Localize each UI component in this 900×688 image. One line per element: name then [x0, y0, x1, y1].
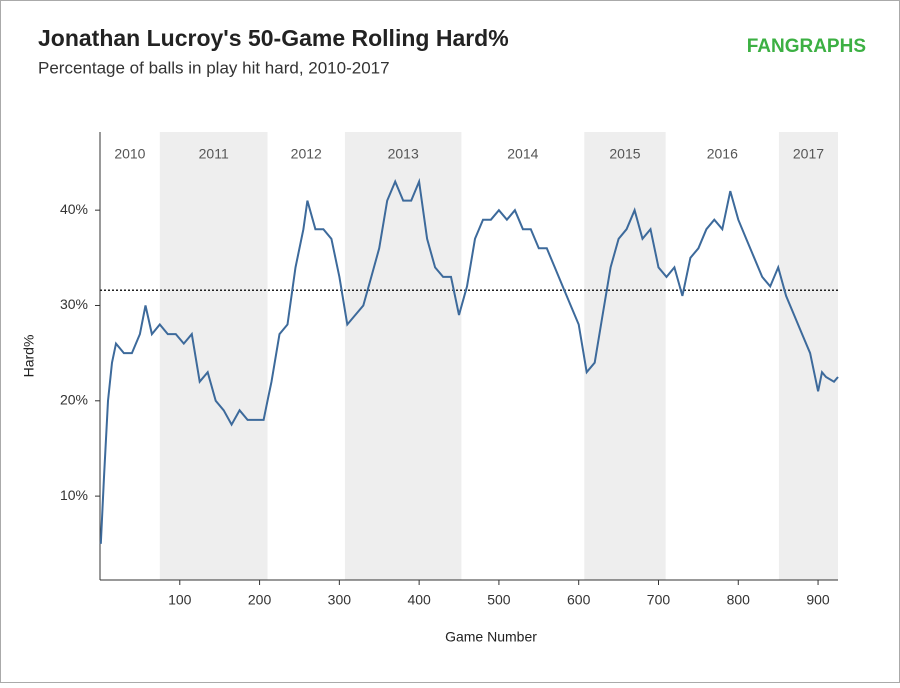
x-tick-label: 800 [727, 592, 751, 608]
x-tick-label: 200 [248, 592, 272, 608]
x-tick-label: 700 [647, 592, 671, 608]
x-tick-label: 600 [567, 592, 591, 608]
season-band [159, 132, 268, 580]
season-label: 2014 [507, 146, 538, 162]
season-label: 2017 [793, 146, 824, 162]
series-line [99, 177, 839, 544]
x-tick-label: 100 [168, 592, 192, 608]
chart-title: Jonathan Lucroy's 50-Game Rolling Hard% [38, 25, 509, 51]
season-band [344, 132, 462, 580]
season-label: 2016 [707, 146, 738, 162]
x-tick-label: 900 [806, 592, 830, 608]
y-tick-label: 40% [60, 201, 88, 217]
season-band [778, 132, 838, 580]
plot-area: 2010 2011 2012 2013 2014 2015 2016 2017 10% 20% 30… [60, 132, 839, 608]
y-tick-label: 20% [60, 392, 88, 408]
season-band [584, 132, 666, 580]
x-axis-label: Game Number [445, 629, 537, 645]
season-label: 2015 [609, 146, 640, 162]
season-label: 2011 [199, 146, 229, 162]
y-axis-label: Hard% [21, 335, 37, 378]
y-tick-label: 10% [60, 487, 88, 503]
y-tick-label: 30% [60, 296, 88, 312]
season-label: 2010 [114, 146, 145, 162]
season-label: 2012 [291, 146, 322, 162]
season-label: 2013 [388, 146, 419, 162]
x-tick-label: 400 [407, 592, 431, 608]
chart-subtitle: Percentage of balls in play hit hard, 20… [38, 58, 390, 77]
x-tick-label: 300 [328, 592, 352, 608]
brand-logo: FANGRAPHS [747, 36, 866, 57]
x-tick-label: 500 [487, 592, 511, 608]
